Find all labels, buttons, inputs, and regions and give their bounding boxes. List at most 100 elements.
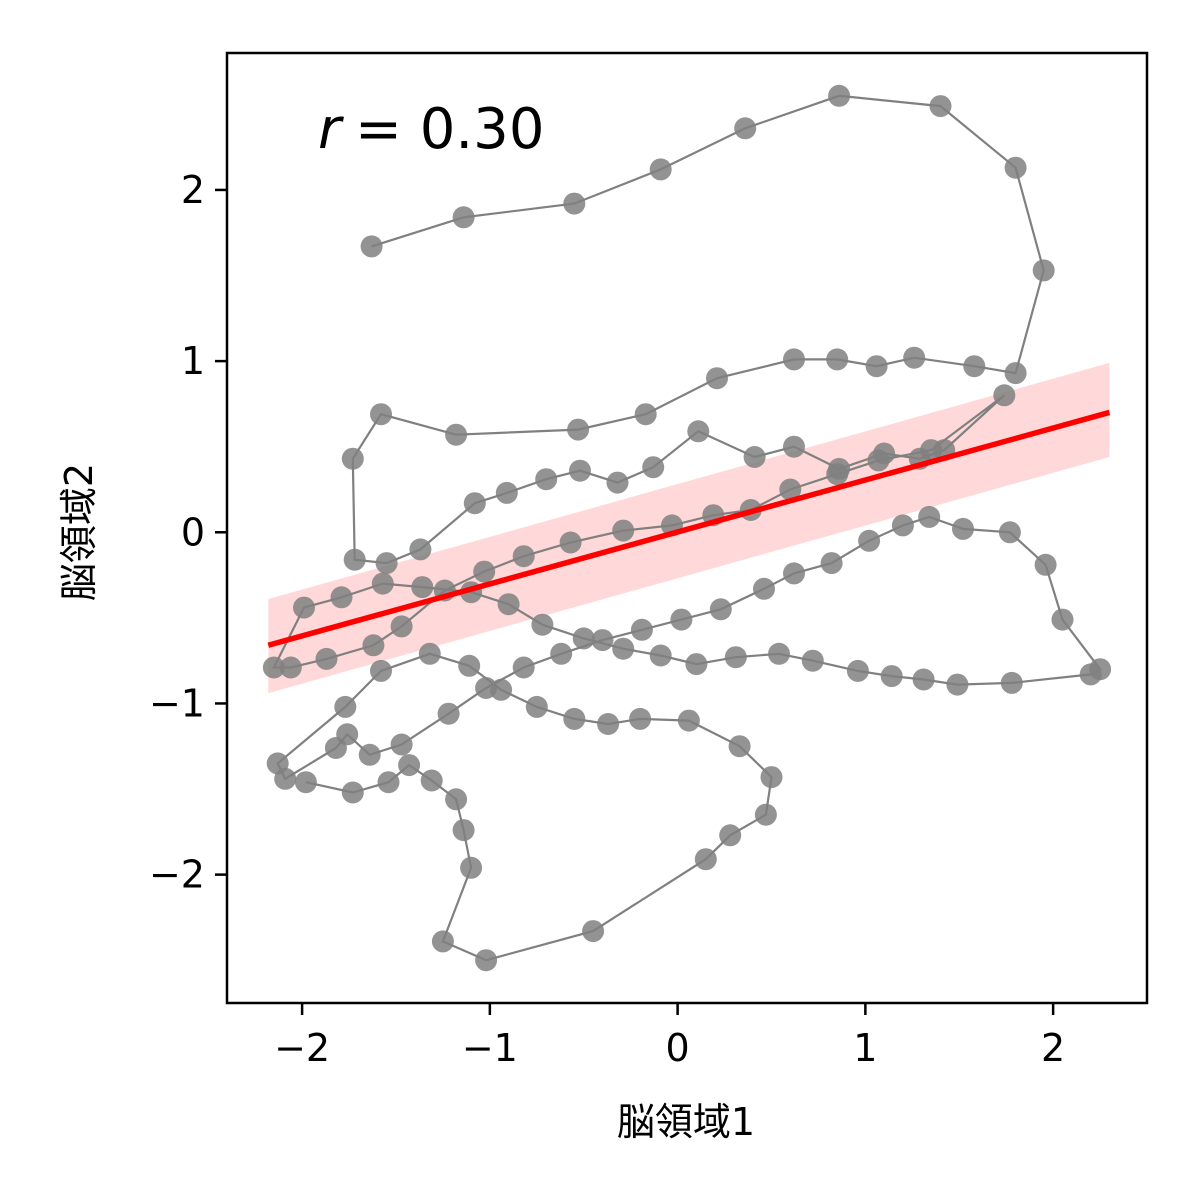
data-point [846, 659, 869, 682]
data-point [377, 771, 400, 794]
data-point [431, 930, 454, 953]
data-point [279, 656, 302, 679]
x-tick-label: −1 [462, 1026, 518, 1070]
data-point [1034, 553, 1057, 576]
regression-line [267, 409, 1111, 648]
data-point [550, 642, 573, 665]
data-point [1051, 608, 1074, 631]
x-tick-label: −2 [274, 1026, 330, 1070]
data-point [497, 593, 520, 616]
data-point [858, 529, 881, 552]
data-point [452, 819, 475, 842]
data-point [865, 355, 888, 378]
data-point [734, 117, 757, 140]
data-point [880, 665, 903, 688]
data-point [463, 492, 486, 515]
data-point [293, 596, 315, 619]
data-point [670, 608, 693, 631]
data-point [525, 695, 548, 718]
data-point [490, 678, 513, 701]
data-point [445, 788, 468, 811]
data-point [473, 560, 496, 583]
data-point [760, 766, 783, 789]
data-point [567, 418, 590, 441]
data-point [411, 576, 434, 599]
data-point [360, 235, 383, 258]
data-point [709, 598, 732, 621]
data-point [569, 459, 591, 482]
data-point [409, 538, 432, 561]
data-point [993, 384, 1016, 407]
data-point [1032, 259, 1055, 282]
data-point [563, 707, 586, 730]
data-point [418, 642, 441, 665]
data-point [531, 613, 554, 636]
data-point [677, 709, 700, 732]
x-axis-label: 脳領域1 [617, 1100, 755, 1144]
data-point [828, 84, 851, 107]
data-point [634, 403, 657, 426]
data-point [371, 572, 394, 595]
data-point [826, 348, 849, 371]
data-point [754, 803, 777, 826]
data-point [398, 754, 421, 777]
data-point [612, 637, 635, 660]
data-point [1004, 156, 1027, 179]
data-point [458, 654, 481, 677]
data-point [779, 478, 802, 501]
x-axis-ticks: −2 −1 0 1 2 [274, 1003, 1065, 1070]
data-point [783, 348, 805, 371]
data-point [370, 659, 392, 682]
data-point [1004, 362, 1027, 385]
data-point [495, 481, 518, 504]
data-point [649, 158, 672, 181]
data-point [629, 707, 652, 730]
data-point [324, 737, 347, 759]
data-point [266, 752, 289, 775]
data-point [512, 656, 535, 679]
correlation-value: = 0.30 [355, 97, 544, 162]
data-point [706, 367, 728, 390]
x-tick-label: 1 [853, 1026, 877, 1070]
data-point [582, 920, 605, 943]
data-point [452, 206, 475, 229]
data-point [475, 949, 498, 972]
data-point [724, 646, 747, 669]
data-point [341, 781, 364, 804]
data-point [334, 695, 357, 718]
plot-frame [225, 51, 1149, 1005]
data-point [597, 713, 620, 735]
data-point [687, 420, 710, 443]
data-point [1089, 658, 1112, 681]
data-point [390, 615, 413, 638]
data-point [912, 668, 935, 691]
data-point [753, 577, 775, 600]
data-point [445, 423, 468, 446]
data-point [891, 514, 914, 537]
data-point [572, 627, 595, 650]
data-point [460, 856, 483, 879]
data-point [743, 446, 766, 468]
data-point [535, 468, 558, 491]
data-point [783, 562, 805, 585]
data-point [559, 531, 582, 554]
correlation-annotation: r = 0.30 [318, 97, 544, 162]
data-point [903, 346, 926, 369]
data-point [768, 642, 790, 665]
data-point [820, 552, 843, 575]
data-point [315, 647, 338, 670]
x-tick-label: 2 [1041, 1026, 1065, 1070]
correlation-symbol: r [318, 97, 344, 162]
data-point [694, 848, 717, 871]
data-point [801, 649, 824, 672]
data-point [330, 586, 353, 609]
fit-line-layer [267, 409, 1111, 648]
y-tick-label: 1 [181, 339, 205, 383]
data-point-layer [262, 84, 1112, 972]
data-point [362, 634, 385, 657]
x-tick-label: 0 [666, 1026, 690, 1070]
data-point [685, 653, 708, 676]
data-point [946, 673, 969, 696]
data-point [630, 618, 653, 641]
